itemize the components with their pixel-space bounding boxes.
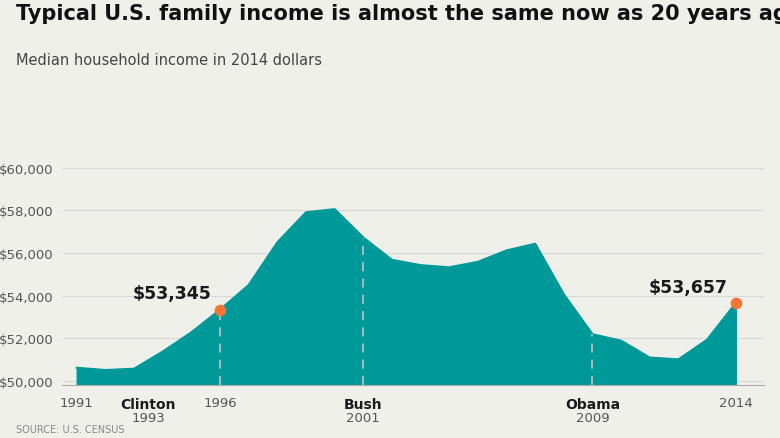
Text: $53,345: $53,345 — [133, 285, 211, 303]
Text: Typical U.S. family income is almost the same now as 20 years ago: Typical U.S. family income is almost the… — [16, 4, 780, 25]
Text: $53,657: $53,657 — [648, 278, 727, 296]
Text: Obama: Obama — [565, 397, 620, 411]
Point — [214, 307, 226, 314]
Text: 2001: 2001 — [346, 411, 380, 424]
Text: Median household income in 2014 dollars: Median household income in 2014 dollars — [16, 53, 321, 67]
Point — [729, 300, 742, 307]
Text: Clinton: Clinton — [121, 397, 176, 411]
Text: 2009: 2009 — [576, 411, 609, 424]
Text: 1993: 1993 — [132, 411, 165, 424]
Text: SOURCE: U.S. CENSUS: SOURCE: U.S. CENSUS — [16, 424, 124, 434]
Text: Bush: Bush — [344, 397, 382, 411]
